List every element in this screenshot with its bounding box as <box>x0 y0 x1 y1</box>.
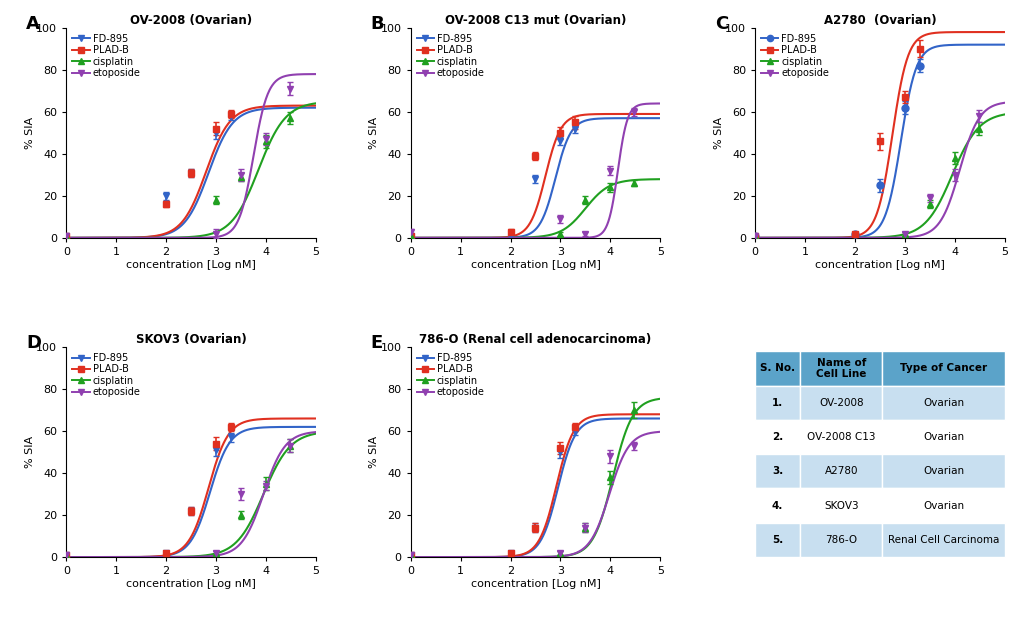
Text: Ovarian: Ovarian <box>922 501 963 511</box>
Bar <box>799 420 881 454</box>
X-axis label: concentration [Log nM]: concentration [Log nM] <box>126 579 256 589</box>
Legend: FD-895, PLAD-B, cisplatin, etoposide: FD-895, PLAD-B, cisplatin, etoposide <box>415 33 485 79</box>
Bar <box>799 488 881 523</box>
Bar <box>754 454 799 488</box>
Text: D: D <box>26 334 42 352</box>
Bar <box>799 523 881 557</box>
Bar <box>881 352 1004 386</box>
Text: Name of
Cell Line: Name of Cell Line <box>815 358 865 379</box>
Y-axis label: % SIA: % SIA <box>24 117 35 149</box>
Bar <box>881 488 1004 523</box>
Title: SKOV3 (Ovarian): SKOV3 (Ovarian) <box>136 333 247 346</box>
X-axis label: concentration [Log nM]: concentration [Log nM] <box>470 579 600 589</box>
Bar <box>754 352 799 386</box>
Text: 4.: 4. <box>771 501 783 511</box>
Text: Ovarian: Ovarian <box>922 398 963 408</box>
Legend: FD-895, PLAD-B, cisplatin, etoposide: FD-895, PLAD-B, cisplatin, etoposide <box>759 33 829 79</box>
Text: 1.: 1. <box>771 398 783 408</box>
Y-axis label: % SIA: % SIA <box>713 117 723 149</box>
Text: C: C <box>714 15 728 33</box>
Bar <box>754 488 799 523</box>
Text: Type of Cancer: Type of Cancer <box>899 363 986 373</box>
Y-axis label: % SIA: % SIA <box>369 117 379 149</box>
Bar <box>881 386 1004 420</box>
Text: OV-2008: OV-2008 <box>818 398 863 408</box>
Y-axis label: % SIA: % SIA <box>369 436 379 468</box>
Text: Renal Cell Carcinoma: Renal Cell Carcinoma <box>887 535 999 545</box>
X-axis label: concentration [Log nM]: concentration [Log nM] <box>470 260 600 270</box>
Bar <box>754 386 799 420</box>
Text: 5.: 5. <box>771 535 783 545</box>
Text: E: E <box>371 334 383 352</box>
Bar <box>754 420 799 454</box>
Text: 2.: 2. <box>771 432 783 442</box>
Text: S. No.: S. No. <box>759 363 795 373</box>
Bar <box>754 523 799 557</box>
Title: OV-2008 C13 mut (Ovarian): OV-2008 C13 mut (Ovarian) <box>444 14 626 27</box>
Title: OV-2008 (Ovarian): OV-2008 (Ovarian) <box>129 14 252 27</box>
Title: 786-O (Renal cell adenocarcinoma): 786-O (Renal cell adenocarcinoma) <box>419 333 651 346</box>
Text: B: B <box>371 15 384 33</box>
Text: A: A <box>26 15 40 33</box>
Text: Ovarian: Ovarian <box>922 432 963 442</box>
Bar <box>799 352 881 386</box>
Legend: FD-895, PLAD-B, cisplatin, etoposide: FD-895, PLAD-B, cisplatin, etoposide <box>71 352 142 398</box>
Legend: FD-895, PLAD-B, cisplatin, etoposide: FD-895, PLAD-B, cisplatin, etoposide <box>71 33 142 79</box>
Bar <box>881 454 1004 488</box>
Text: 3.: 3. <box>771 466 783 477</box>
Bar <box>881 523 1004 557</box>
Text: SKOV3: SKOV3 <box>823 501 858 511</box>
Bar <box>881 420 1004 454</box>
Bar <box>799 386 881 420</box>
Legend: FD-895, PLAD-B, cisplatin, etoposide: FD-895, PLAD-B, cisplatin, etoposide <box>415 352 485 398</box>
Text: OV-2008 C13: OV-2008 C13 <box>806 432 874 442</box>
Text: 786-O: 786-O <box>824 535 856 545</box>
X-axis label: concentration [Log nM]: concentration [Log nM] <box>126 260 256 270</box>
Title: A2780  (Ovarian): A2780 (Ovarian) <box>822 14 935 27</box>
Text: Ovarian: Ovarian <box>922 466 963 477</box>
Y-axis label: % SIA: % SIA <box>24 436 35 468</box>
X-axis label: concentration [Log nM]: concentration [Log nM] <box>814 260 944 270</box>
Bar <box>799 454 881 488</box>
Text: A2780: A2780 <box>823 466 857 477</box>
